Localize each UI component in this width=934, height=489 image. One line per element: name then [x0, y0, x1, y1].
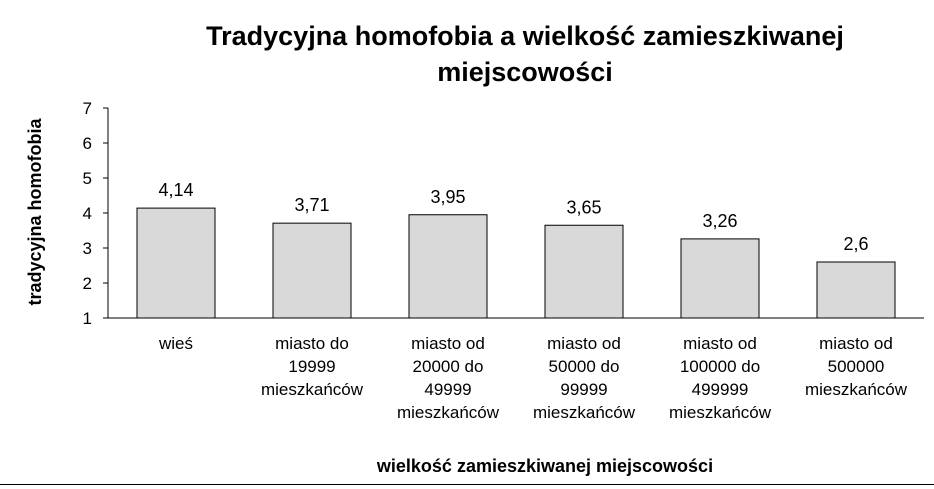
category-label: miasto od 500000 mieszkańców [805, 334, 908, 399]
y-tick-label: 7 [83, 99, 92, 118]
category-label-line: miasto do [275, 334, 349, 353]
category-label: miasto od 20000 do 49999 mieszkańców [397, 334, 500, 422]
category-label-line: 500000 [828, 357, 885, 376]
category-label-line: 20000 do [413, 357, 484, 376]
data-label: 4,14 [158, 180, 193, 200]
category-label-line: 49999 [424, 380, 471, 399]
data-label: 3,65 [566, 197, 601, 217]
category-label: miasto od 50000 do 99999 mieszkańców [533, 334, 636, 422]
category-label-line: 50000 do [549, 357, 620, 376]
y-tick-label: 6 [83, 134, 92, 153]
category-label-line: mieszkańców [805, 380, 908, 399]
y-axis-title: tradycyjna homofobia [25, 117, 45, 305]
bottom-rule [0, 484, 934, 485]
category-label-line: miasto od [683, 334, 757, 353]
bar [272, 222, 352, 319]
data-labels: 4,14 3,71 3,95 3,65 3,26 2,6 [158, 180, 868, 254]
data-label: 2,6 [843, 234, 868, 254]
category-label-line: 499999 [692, 380, 749, 399]
category-label-line: wieś [158, 334, 193, 353]
category-label-line: mieszkańców [397, 403, 500, 422]
category-label-line: 99999 [560, 380, 607, 399]
data-label: 3,95 [430, 187, 465, 207]
bar [816, 261, 896, 319]
y-tick-label: 4 [83, 204, 92, 223]
category-labels: wieś miasto do 19999 mieszkańców miasto od 20… [158, 334, 908, 422]
y-tick-labels: 1 2 3 4 5 6 7 [83, 99, 92, 328]
category-label: miasto do 19999 mieszkańców [261, 334, 364, 399]
y-tick-label: 1 [83, 309, 92, 328]
bar [544, 224, 624, 319]
category-label-line: 19999 [288, 357, 335, 376]
data-label: 3,71 [294, 195, 329, 215]
y-tick-label: 2 [83, 274, 92, 293]
axes [103, 107, 924, 319]
data-label: 3,26 [702, 211, 737, 231]
category-label-line: 100000 do [680, 357, 760, 376]
category-label: miasto od 100000 do 499999 mieszkańców [669, 334, 772, 422]
x-axis-title: wielkość zamieszkiwanej miejscowości [376, 456, 713, 476]
category-label-line: mieszkańców [533, 403, 636, 422]
category-label: wieś [158, 334, 193, 353]
category-label-line: mieszkańców [669, 403, 772, 422]
y-tick-label: 3 [83, 239, 92, 258]
bar [136, 207, 216, 319]
chart-title: Tradycyjna homofobia a wielkość zamieszk… [206, 21, 844, 87]
bars [136, 207, 896, 319]
category-label-line: miasto od [411, 334, 485, 353]
category-label-line: miasto od [547, 334, 621, 353]
category-label-line: miasto od [819, 334, 893, 353]
bar [408, 214, 488, 319]
y-tick-label: 5 [83, 169, 92, 188]
bar [680, 238, 760, 319]
category-label-line: mieszkańców [261, 380, 364, 399]
